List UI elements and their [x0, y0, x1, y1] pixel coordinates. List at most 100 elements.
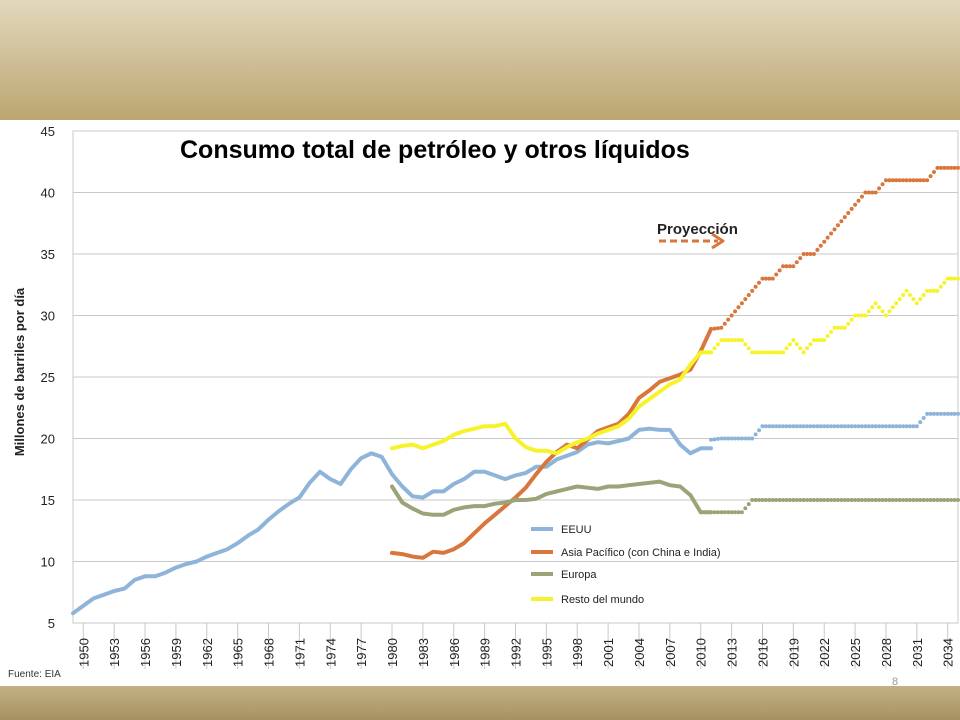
projection-point-asia: [870, 190, 875, 195]
projection-point-asia: [856, 198, 861, 203]
projection-point-eeuu: [829, 424, 834, 429]
projection-point-asia: [726, 317, 731, 322]
projection-point-eeuu: [818, 424, 823, 429]
projection-point-asia: [928, 174, 933, 179]
projection-point-eeuu: [890, 424, 895, 429]
projection-point-europa: [907, 498, 912, 502]
projection-point-resto: [914, 301, 919, 306]
projection-point-asia: [805, 252, 810, 256]
projection-point-eeuu: [904, 424, 909, 429]
projection-point-eeuu: [901, 424, 906, 429]
x-tick-label: 1953: [107, 638, 122, 667]
projection-point-eeuu: [781, 424, 786, 429]
x-tick-label: 1995: [539, 638, 554, 667]
projection-point-eeuu: [938, 411, 943, 416]
projection-point-asia: [880, 182, 885, 187]
projection-point-resto: [733, 338, 738, 343]
x-tick-label: 1950: [76, 638, 91, 667]
projection-point-resto: [712, 346, 717, 351]
projection-point-resto: [859, 313, 864, 318]
x-tick-label: 1959: [169, 638, 184, 667]
projection-point-eeuu: [935, 411, 940, 416]
top-decorative-band: [0, 0, 960, 120]
projection-point-asia: [743, 297, 748, 302]
x-tick-label: 1962: [200, 638, 215, 667]
projection-point-resto: [770, 350, 775, 355]
projection-point-eeuu: [822, 424, 827, 429]
projection-point-europa: [787, 498, 792, 502]
y-tick-label: 25: [41, 370, 55, 385]
projection-point-europa: [859, 498, 864, 502]
projection-point-europa: [829, 498, 834, 502]
x-tick-label: 1986: [447, 638, 462, 667]
y-tick-label: 10: [41, 555, 55, 570]
projection-point-resto: [883, 313, 888, 318]
projection-point-europa: [722, 510, 727, 515]
series-line-asia: [390, 327, 713, 560]
projection-point-resto: [945, 276, 950, 281]
projection-point-asia: [859, 194, 864, 199]
projection-point-europa: [781, 498, 786, 502]
projection-point-asia: [757, 280, 762, 285]
projection-point-resto: [846, 321, 851, 326]
projection-point-resto: [901, 293, 906, 297]
projection-point-europa: [890, 498, 895, 502]
projection-point-eeuu: [859, 424, 864, 429]
projection-point-resto: [739, 338, 744, 343]
projection-point-resto: [849, 317, 854, 322]
projection-point-resto: [832, 325, 837, 330]
projection-point-eeuu: [880, 424, 885, 429]
projection-point-eeuu: [945, 411, 950, 416]
projection-point-europa: [774, 498, 779, 502]
projection-point-europa: [753, 498, 758, 502]
projection-point-europa: [925, 498, 930, 502]
projection-point-asia: [777, 268, 782, 273]
projection-point-europa: [911, 498, 916, 502]
projection-point-europa: [949, 498, 954, 502]
projection-point-resto: [787, 342, 792, 347]
projection-point-resto: [949, 276, 954, 281]
projection-point-europa: [757, 498, 762, 502]
projection-point-resto: [935, 288, 940, 293]
projection-point-asia: [901, 178, 906, 183]
x-tick-label: 1998: [570, 638, 585, 667]
projection-point-resto: [709, 350, 714, 355]
projection-point-asia: [846, 211, 851, 215]
projection-point-europa: [719, 510, 724, 515]
projection-point-europa: [818, 498, 823, 502]
projection-point-eeuu: [853, 424, 858, 429]
projection-point-europa: [832, 498, 837, 502]
projection-point-asia: [842, 215, 847, 220]
projection-point-resto: [856, 313, 861, 318]
y-tick-label: 20: [41, 432, 55, 447]
projection-point-europa: [743, 506, 748, 511]
projection-point-resto: [808, 342, 813, 347]
projection-point-eeuu: [877, 424, 882, 429]
x-tick-label: 2013: [725, 638, 740, 667]
projection-point-resto: [825, 334, 830, 338]
projection-point-eeuu: [715, 436, 720, 441]
y-tick-label: 5: [48, 616, 55, 631]
x-tick-label: 2031: [910, 638, 925, 667]
projection-point-europa: [866, 498, 871, 502]
arrow-head: [711, 232, 725, 250]
projection-point-europa: [791, 498, 796, 502]
x-tick-label: 2001: [601, 638, 616, 667]
projection-point-asia: [890, 178, 895, 183]
projection-point-eeuu: [801, 424, 806, 429]
projection-point-asia: [853, 202, 858, 207]
projection-point-asia: [825, 235, 830, 240]
x-tick-label: 1977: [354, 638, 369, 667]
projection-point-asia: [945, 165, 950, 170]
projection-point-eeuu: [763, 424, 768, 429]
x-tick-label: 1989: [478, 638, 493, 667]
projection-point-europa: [839, 498, 844, 502]
series-line-resto: [390, 350, 713, 456]
projection-point-eeuu: [942, 411, 947, 416]
projection-point-europa: [853, 498, 858, 502]
projection-point-europa: [739, 510, 744, 515]
projection-point-eeuu: [729, 436, 734, 441]
projection-point-asia: [815, 247, 820, 252]
projection-point-europa: [709, 510, 714, 515]
projection-point-eeuu: [849, 424, 854, 429]
